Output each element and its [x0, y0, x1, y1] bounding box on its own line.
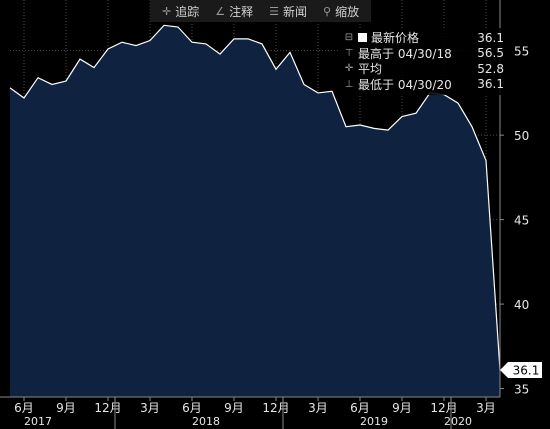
series-area — [10, 25, 500, 398]
high-marker-icon: ⊤ — [344, 47, 354, 59]
track-button[interactable]: ✛ 追踪 — [156, 1, 205, 22]
x-year-label: 2018 — [192, 415, 220, 428]
legend-low-label: 最低于 04/30/20 — [358, 77, 452, 92]
zoom-label: 缩放 — [335, 4, 360, 19]
x-tick-label: 12月 — [94, 401, 121, 415]
x-tick-label: 12月 — [262, 401, 289, 415]
series-line — [9, 24, 501, 371]
x-tick-label: 3月 — [140, 401, 160, 415]
magnifier-icon: ⚲ — [323, 4, 332, 18]
average-marker-icon: ✛ — [344, 63, 354, 75]
x-tick-label: 12月 — [430, 401, 457, 415]
legend-row-average[interactable]: ✛ 平均 52.8 — [342, 61, 504, 77]
x-year-label: 2019 — [360, 415, 388, 428]
last-value-tag-text: 36.1 — [513, 363, 540, 377]
legend-row-latest[interactable]: ⊟ 最新价格 36.1 — [342, 30, 504, 46]
y-tick-label: 45 — [514, 214, 529, 228]
legend-row-high[interactable]: ⊤ 最高于 04/30/18 56.5 — [342, 46, 504, 62]
news-button[interactable]: ☰ 新闻 — [263, 1, 313, 22]
x-tick-label: 6月 — [350, 401, 370, 415]
legend-high-value: 56.5 — [477, 46, 504, 61]
y-axis: 35 40 45 50 55 — [499, 0, 529, 397]
series-swatch-icon — [358, 33, 367, 43]
x-tick-label: 9月 — [392, 401, 412, 415]
low-marker-icon: ⊥ — [344, 78, 354, 90]
last-value-tag-box — [500, 361, 542, 378]
legend-row-low[interactable]: ⊥ 最低于 04/30/20 36.1 — [342, 77, 504, 93]
zoom-button[interactable]: ⚲ 缩放 — [317, 1, 365, 22]
legend-low-value: 36.1 — [477, 77, 504, 92]
pencil-icon: ∠ — [215, 4, 226, 18]
collapse-icon[interactable]: ⊟ — [344, 32, 354, 44]
x-tick-label: 9月 — [56, 401, 76, 415]
annotate-button[interactable]: ∠ 注释 — [209, 1, 259, 22]
x-tick-label: 3月 — [308, 401, 328, 415]
legend-average-value: 52.8 — [477, 61, 504, 76]
news-icon: ☰ — [269, 4, 279, 18]
x-tick-label: 6月 — [182, 401, 202, 415]
annotate-label: 注释 — [229, 4, 254, 19]
legend-average-label: 平均 — [358, 62, 383, 77]
y-tick-label: 35 — [514, 383, 529, 397]
news-label: 新闻 — [283, 4, 308, 19]
y-tick-label: 40 — [514, 298, 529, 312]
x-year-label: 2020 — [444, 415, 472, 428]
chart-legend: ⊟ 最新价格 36.1 ⊤ 最高于 04/30/18 56.5 ✛ 平均 52.… — [338, 28, 508, 95]
legend-high-label: 最高于 04/30/18 — [358, 46, 452, 61]
y-tick-label: 50 — [514, 129, 529, 143]
y-tick-label: 55 — [514, 45, 529, 59]
crosshair-icon: ✛ — [162, 4, 172, 18]
x-tick-label: 3月 — [476, 401, 496, 415]
track-label: 追踪 — [175, 4, 200, 19]
x-axis: 6月 9月 12月 3月 6月 9月 12月 3月 6月 9月 12月 3月 2017 2018 2019 2… — [0, 396, 500, 429]
x-tick-label: 6月 — [14, 401, 34, 415]
plot-area — [9, 24, 501, 398]
legend-latest-value: 36.1 — [477, 30, 504, 45]
x-year-label: 2017 — [24, 415, 52, 428]
x-tick-label: 9月 — [224, 401, 244, 415]
chart-toolbar: ✛ 追踪 ∠ 注释 ☰ 新闻 ⚲ 缩放 — [150, 0, 372, 22]
legend-latest-label: 最新价格 — [371, 31, 420, 46]
last-value-tag: 36.1 — [500, 361, 542, 378]
